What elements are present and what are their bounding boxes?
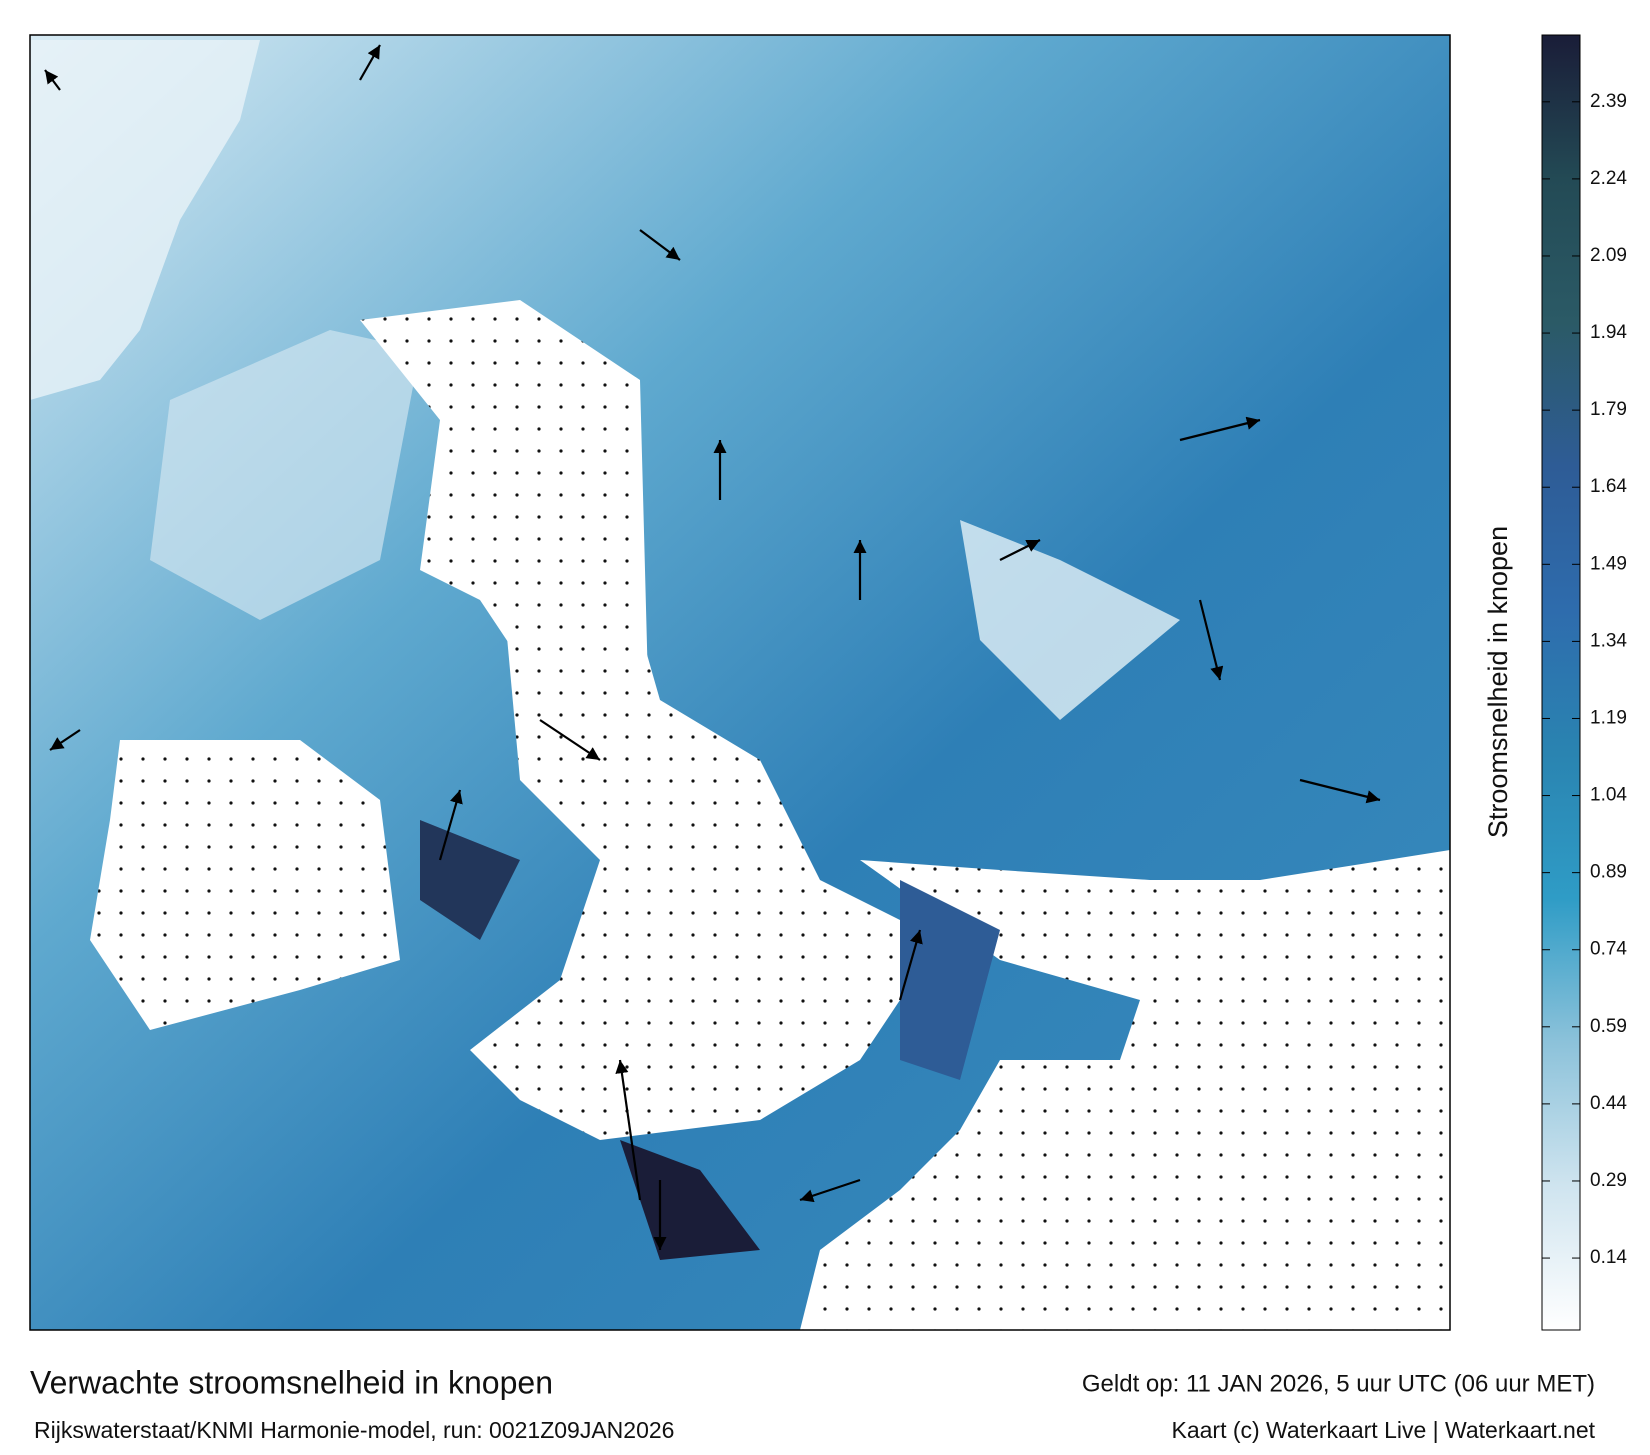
colorbar-tick-label: 1.79: [1590, 399, 1627, 420]
valid-time: Geldt op: 11 JAN 2026, 5 uur UTC (06 uur…: [1082, 1370, 1595, 1397]
colorbar-scale: [1541, 34, 1581, 1331]
colorbar-tick-label: 1.19: [1590, 707, 1627, 728]
colorbar-tick-label: 2.24: [1590, 168, 1627, 189]
current-arrows: [44, 44, 1381, 1250]
colorbar-tick-label: 1.49: [1590, 553, 1627, 574]
colorbar-tick-label: 0.89: [1590, 862, 1627, 883]
map-title: Verwachte stroomsnelheid in knopen: [30, 1364, 553, 1400]
colorbar-tick-label: 2.39: [1590, 91, 1627, 112]
colorbar-tick-label: 0.14: [1590, 1247, 1627, 1268]
colorbar-tick-label: 1.94: [1590, 322, 1627, 343]
colorbar-tick-label: 0.29: [1590, 1170, 1627, 1191]
colorbar-tick-label: 0.44: [1590, 1093, 1627, 1114]
colorbar-tick-label: 0.59: [1590, 1016, 1627, 1037]
map: [30, 35, 1450, 1330]
colorbar-tick-label: 2.09: [1590, 245, 1627, 266]
colorbar-tick-label: 1.04: [1590, 785, 1627, 806]
colorbar-tick-label: 0.74: [1590, 939, 1627, 960]
colorbar-tick-label: 1.64: [1590, 476, 1627, 497]
map-frame: [29, 34, 1451, 1331]
colorbar-label: Stroomsnelheid in knopen: [1483, 526, 1513, 838]
credit: Kaart (c) Waterkaart Live | Waterkaart.n…: [1171, 1417, 1595, 1443]
colorbar-tick-label: 1.34: [1590, 630, 1627, 651]
model-run: Rijkswaterstaat/KNMI Harmonie-model, run…: [34, 1417, 674, 1443]
colorbar: 0.14 0.29 0.44 0.59 0.74 0.89 1.04 1.19 1.34 1.49…: [1541, 34, 1627, 1331]
